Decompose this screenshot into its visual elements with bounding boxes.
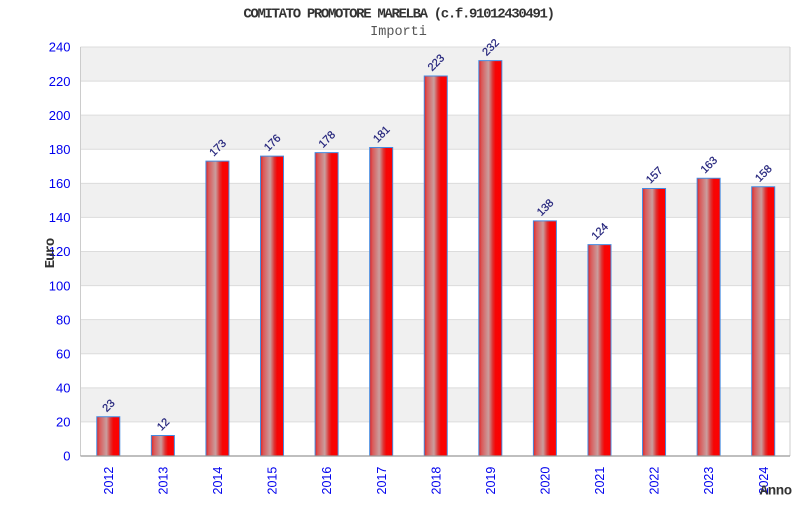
svg-text:2024: 2024 — [757, 467, 771, 495]
svg-text:140: 140 — [49, 210, 71, 225]
svg-text:100: 100 — [49, 278, 71, 293]
svg-text:2016: 2016 — [320, 467, 334, 495]
svg-text:240: 240 — [49, 40, 71, 55]
svg-text:Importi: Importi — [370, 25, 427, 40]
svg-text:2014: 2014 — [211, 467, 225, 495]
svg-text:220: 220 — [49, 74, 71, 89]
svg-text:2023: 2023 — [702, 467, 716, 495]
svg-text:0: 0 — [63, 449, 70, 464]
svg-text:2012: 2012 — [102, 467, 116, 495]
svg-text:40: 40 — [56, 381, 70, 396]
svg-text:200: 200 — [49, 108, 71, 123]
svg-text:2022: 2022 — [648, 467, 662, 495]
svg-text:2021: 2021 — [593, 467, 607, 495]
svg-text:Euro: Euro — [43, 238, 59, 268]
svg-text:Anno: Anno — [760, 484, 792, 500]
svg-text:160: 160 — [49, 176, 71, 191]
svg-text:20: 20 — [56, 415, 70, 430]
svg-text:2017: 2017 — [375, 467, 389, 495]
svg-text:2019: 2019 — [484, 467, 498, 495]
svg-text:120: 120 — [49, 244, 71, 259]
svg-text:2020: 2020 — [539, 467, 553, 495]
svg-text:80: 80 — [56, 312, 70, 327]
svg-text:2015: 2015 — [266, 467, 280, 495]
svg-text:COMITATO PROMOTORE MARELBA (c.: COMITATO PROMOTORE MARELBA (c.f.91012430… — [243, 7, 553, 23]
svg-text:180: 180 — [49, 142, 71, 157]
svg-text:2013: 2013 — [156, 467, 170, 495]
svg-text:60: 60 — [56, 346, 70, 361]
svg-text:2018: 2018 — [429, 467, 443, 495]
